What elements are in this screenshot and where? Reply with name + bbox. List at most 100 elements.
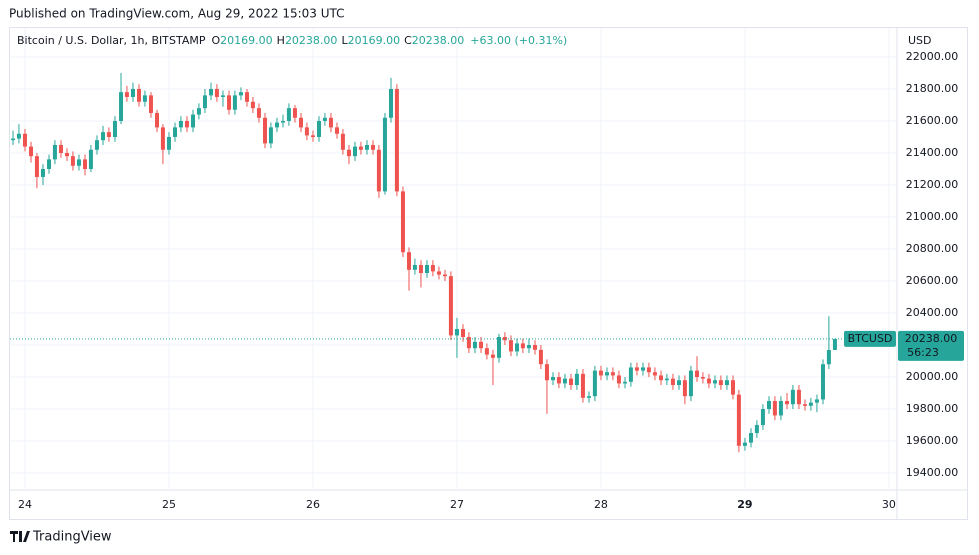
candle-body <box>65 152 70 157</box>
candle-body <box>544 364 549 381</box>
symbol-badge-text: BTCUSD <box>848 332 893 345</box>
candle-body <box>814 399 819 403</box>
ohlc-value: 20169.00 <box>220 34 273 47</box>
candle-body <box>628 367 633 382</box>
y-tick-label: 20600.00 <box>906 274 959 287</box>
candle-body <box>461 329 466 338</box>
candle-body <box>490 354 495 358</box>
ohlc-key: H <box>277 34 285 47</box>
candle-body <box>299 117 304 128</box>
candle-body <box>706 378 711 384</box>
candle-body <box>202 95 207 109</box>
candle-body <box>227 95 232 110</box>
candle-body <box>256 108 261 118</box>
candle-body <box>58 144 63 153</box>
x-tick-label: 29 <box>737 498 752 511</box>
candle-body <box>376 149 381 192</box>
candle-body <box>550 377 555 381</box>
candle-body <box>448 276 453 336</box>
candle-body <box>124 92 129 97</box>
candle-body <box>412 265 417 270</box>
candle-body <box>155 112 160 128</box>
footer-brand: TradingView <box>32 530 112 545</box>
candle-body <box>310 135 315 137</box>
candle-body <box>646 367 651 373</box>
change: +63.00 (+0.31%) <box>470 34 567 47</box>
x-tick-label: 25 <box>162 498 176 511</box>
price-badge-text: 20238.00 <box>905 332 958 345</box>
candle-body <box>790 389 795 405</box>
candle-body <box>353 146 358 157</box>
candle-body <box>466 337 471 349</box>
candle-body <box>562 378 567 384</box>
candle-body <box>538 349 543 365</box>
candle-body <box>94 140 99 150</box>
candle-body <box>568 378 573 386</box>
candle-body <box>472 341 477 349</box>
candle-body <box>142 95 147 102</box>
candle-body <box>694 370 699 378</box>
candle-body <box>796 389 801 405</box>
candle-body <box>245 92 250 102</box>
candle-body <box>112 120 117 137</box>
candle-body <box>634 367 639 371</box>
candle-body <box>238 92 243 96</box>
candle-body <box>574 373 579 386</box>
candle-body <box>497 337 502 358</box>
candle-body <box>130 88 135 97</box>
candle-body <box>34 156 39 177</box>
candle-body <box>610 372 615 376</box>
candle-body <box>772 401 777 416</box>
candle-body <box>712 380 717 384</box>
candle-body <box>592 370 597 397</box>
candle-body <box>418 265 423 274</box>
candle-body <box>640 367 645 371</box>
candle-body <box>664 378 669 381</box>
candle-body <box>137 88 142 102</box>
chart-frame <box>9 27 968 520</box>
candle-body <box>76 159 81 166</box>
candle-body <box>826 349 831 365</box>
candle-body <box>688 370 693 397</box>
candle-body <box>40 168 45 177</box>
candle-body <box>148 95 153 113</box>
header-text: Bitcoin / U.S. Dollar, 1h, BITSTAMP O2016… <box>17 34 567 47</box>
symbol-badge <box>844 330 896 347</box>
y-tick-label: 20000.00 <box>906 370 959 383</box>
candle-body <box>340 133 345 150</box>
candle-body <box>479 341 484 349</box>
candle-body <box>173 127 178 137</box>
candle-body <box>292 108 297 118</box>
candle-body <box>322 117 327 121</box>
candle-body <box>394 88 399 192</box>
x-tick-label: 27 <box>450 498 464 511</box>
candle-body <box>364 144 369 150</box>
y-tick-label: 21600.00 <box>906 114 959 127</box>
x-tick-label: 24 <box>18 498 32 511</box>
symbol: Bitcoin / U.S. Dollar, 1h, BITSTAMP <box>17 34 206 47</box>
candle-body <box>742 442 747 446</box>
candle-body <box>119 92 124 121</box>
candle-body <box>232 95 237 110</box>
ohlc-key: L <box>341 34 348 47</box>
candle-body <box>304 127 309 136</box>
candle-body <box>214 88 219 97</box>
candle-body <box>400 191 405 253</box>
y-tick-label: 22000.00 <box>906 50 959 63</box>
candle-body <box>808 402 813 406</box>
candle-body <box>88 149 93 169</box>
candle-body <box>502 337 507 341</box>
candle-body <box>484 348 489 355</box>
y-tick-label: 19400.00 <box>906 466 959 479</box>
header: Bitcoin / U.S. Dollar, 1h, BITSTAMP O2016… <box>17 34 567 47</box>
candle-body <box>29 146 34 157</box>
candle-body <box>425 265 430 274</box>
footer-logo <box>10 531 30 542</box>
candle-body <box>443 274 448 277</box>
candle-body <box>263 117 268 144</box>
candle-body <box>358 146 363 150</box>
candle-body <box>622 381 627 384</box>
candle-body <box>604 372 609 376</box>
